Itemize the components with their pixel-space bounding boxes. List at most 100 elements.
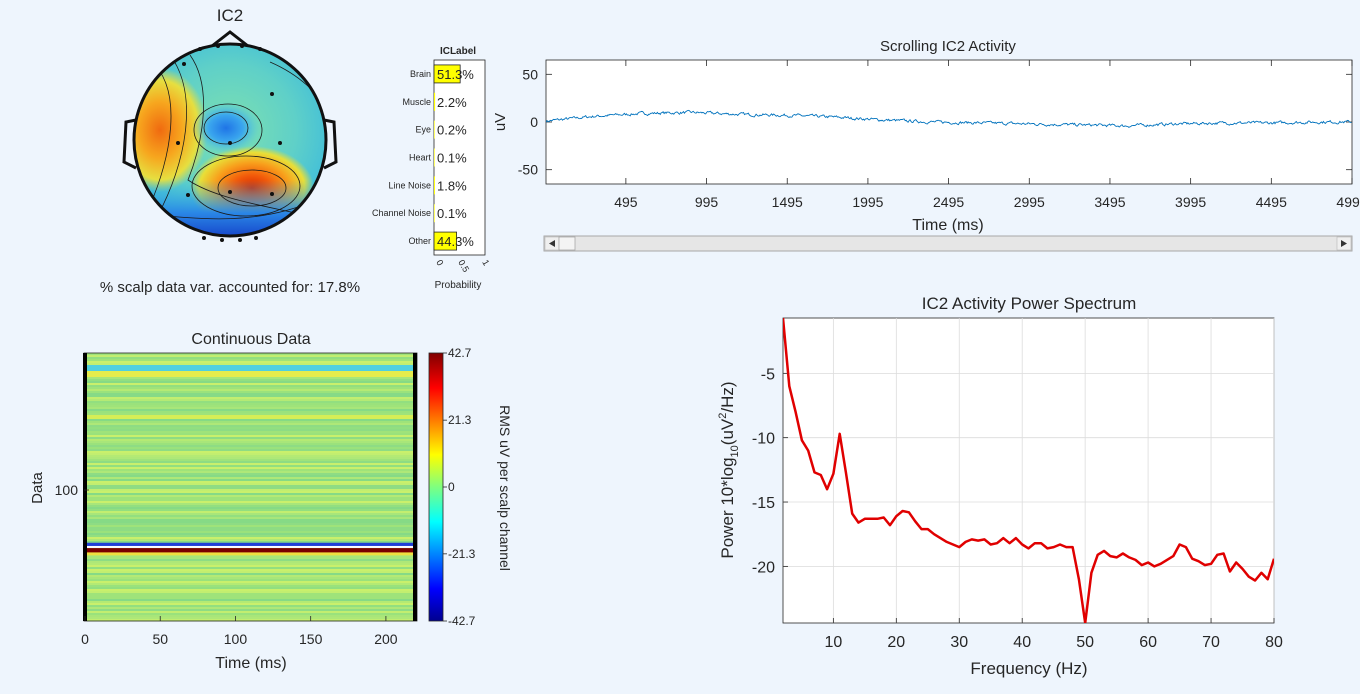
heatmap-row — [87, 415, 413, 418]
spectrum-axes — [782, 317, 1275, 624]
heatmap-row — [87, 499, 413, 502]
iclabel-percent-label: 51.3% — [437, 67, 474, 82]
continuous-xtick-label: 50 — [152, 631, 168, 647]
heatmap-row — [87, 567, 413, 570]
spectrum-ytick-label: -20 — [752, 559, 775, 576]
iclabel-xticks: 0 0.5 1 — [434, 258, 491, 274]
scrolling-xtick-label: 3995 — [1175, 194, 1206, 210]
heatmap-row — [87, 465, 413, 468]
heatmap-highlight-band — [87, 552, 413, 556]
colorbar-tick-label: -42.7 — [448, 614, 476, 628]
heatmap-row — [87, 417, 413, 420]
spectrum-xlabel: Frequency (Hz) — [970, 659, 1087, 678]
topo-map — [134, 44, 326, 236]
heatmap-row — [87, 433, 413, 436]
heatmap-row — [87, 607, 413, 610]
spectrum-ylabel: Power 10*log10(uV2/Hz) — [717, 381, 741, 558]
scrolling-ytick-label: 0 — [530, 114, 538, 130]
continuous-xtick-label: 200 — [374, 631, 398, 647]
heatmap-row — [87, 457, 413, 460]
scrolling-xtick-label: 4995 — [1336, 194, 1360, 210]
heatmap-row — [87, 409, 413, 412]
heatmap-row — [87, 609, 413, 612]
heatmap-row — [87, 501, 413, 504]
colorbar-tick-label: 0 — [448, 480, 455, 494]
heatmap-row — [87, 561, 413, 564]
heatmap-row — [87, 379, 413, 382]
heatmap-row — [87, 555, 413, 558]
colorbar — [428, 352, 444, 622]
continuous-title: Continuous Data — [191, 331, 310, 348]
variance-text: % scalp data var. accounted for: 17.8% — [100, 279, 360, 296]
heatmap-row — [87, 435, 413, 438]
heatmap-row — [87, 467, 413, 470]
iclabel-category-label: Other — [408, 236, 431, 246]
heatmap-row — [87, 527, 413, 530]
scrolling-ylabel: uV — [492, 113, 509, 131]
spectrum-xtick-label: 70 — [1202, 634, 1220, 651]
heatmap-row — [87, 619, 413, 622]
heatmap-row — [87, 443, 413, 446]
iclabel-bar — [434, 120, 435, 139]
right-ear-icon — [323, 118, 338, 170]
iclabel-bar — [433, 231, 457, 251]
scrolling-title: Scrolling IC2 Activity — [880, 38, 1016, 55]
heatmap-row — [87, 491, 413, 494]
electrodes — [176, 44, 282, 242]
iclabel-category-label: Eye — [415, 125, 431, 135]
colorbar-tick-label: 21.3 — [448, 413, 472, 427]
time-scrollbar[interactable] — [543, 235, 1353, 252]
spectrum-xtick-label: 60 — [1139, 634, 1157, 651]
iclabel-percent-label: 44.3% — [437, 234, 474, 249]
heatmap-row — [87, 481, 413, 484]
heatmap-row — [87, 493, 413, 496]
scroll-right-arrow-icon — [1341, 240, 1347, 247]
iclabel-percent-label: 2.2% — [437, 95, 467, 110]
heatmap-row — [87, 477, 413, 480]
iclabel-bar — [434, 148, 435, 167]
continuous-xtick-label: 100 — [224, 631, 248, 647]
heatmap-row — [87, 429, 413, 432]
heatmap-row — [87, 599, 413, 602]
continuous-xlabel: Time (ms) — [215, 655, 286, 672]
heatmap-row — [87, 355, 413, 358]
heatmap-row — [87, 571, 413, 574]
heatmap-row — [87, 521, 413, 524]
heatmap-row — [87, 421, 413, 424]
head-outline — [132, 42, 328, 238]
continuous-heatmap — [87, 353, 413, 622]
heatmap-row — [87, 365, 413, 368]
iclabel-xlabel: Probability — [435, 280, 482, 291]
heatmap-row — [87, 359, 413, 362]
iclabel-xtick: 1 — [480, 258, 491, 267]
iclabel-bar — [433, 64, 461, 84]
heatmap-row — [87, 507, 413, 510]
iclabel-bar — [434, 92, 436, 111]
heatmap-row — [87, 537, 413, 540]
iclabel-xtick: 0.5 — [456, 258, 471, 274]
heatmap-row — [87, 563, 413, 566]
heatmap-row — [87, 497, 413, 500]
topoplot: IC2 — [100, 6, 360, 296]
spectrum-ytick-label: -10 — [752, 431, 775, 448]
colorbar-tick-label: -21.3 — [448, 547, 476, 561]
heatmap-row — [87, 419, 413, 422]
heatmap-row — [87, 517, 413, 520]
heatmap-row — [87, 487, 413, 490]
heatmap-row — [87, 505, 413, 508]
heatmap-row — [87, 357, 413, 360]
continuous-data-chart: Continuous Data 0 50 100 150 200 100 Data Ti… — [29, 331, 513, 672]
spectrum-xtick-label: 30 — [950, 634, 968, 651]
scroll-thumb[interactable] — [558, 236, 576, 251]
heatmap-row — [87, 473, 413, 476]
heatmap-row — [87, 475, 413, 478]
heatmap-row — [87, 479, 413, 482]
heatmap-row — [87, 601, 413, 604]
spectrum-xtick-label: 50 — [1076, 634, 1094, 651]
scrolling-xtick-label: 1495 — [772, 194, 803, 210]
heatmap-row — [87, 587, 413, 590]
iclabel-percent-label: 0.1% — [437, 151, 467, 166]
spectrum-title: IC2 Activity Power Spectrum — [922, 294, 1136, 313]
heatmap-row — [87, 381, 413, 384]
heatmap-row — [87, 541, 413, 544]
